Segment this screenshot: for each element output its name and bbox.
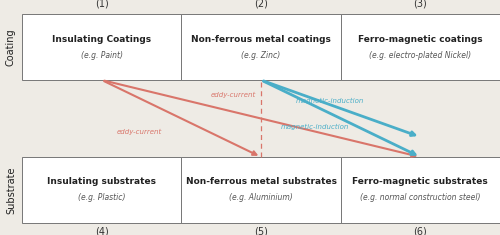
Text: (4): (4) [95, 227, 108, 235]
Text: (3): (3) [414, 0, 427, 8]
Bar [340, 157, 500, 223]
Text: (e.g. Zinc): (e.g. Zinc) [242, 51, 281, 59]
Text: Non-ferrous metal coatings: Non-ferrous metal coatings [191, 35, 331, 43]
Bar [182, 157, 340, 223]
Text: (e.g. normal construction steel): (e.g. normal construction steel) [360, 193, 480, 203]
Text: Coating: Coating [6, 28, 16, 66]
Text: Ferro-magnetic coatings: Ferro-magnetic coatings [358, 35, 482, 43]
Text: magnetic-induction: magnetic-induction [296, 98, 364, 104]
Text: Insulating substrates: Insulating substrates [47, 177, 156, 187]
Text: Ferro-magnetic substrates: Ferro-magnetic substrates [352, 177, 488, 187]
Text: (e.g. Aluminium): (e.g. Aluminium) [229, 193, 293, 203]
Text: eddy-current: eddy-current [211, 92, 256, 98]
Bar [340, 14, 500, 80]
Bar [22, 14, 182, 80]
Text: (2): (2) [254, 0, 268, 8]
Text: (e.g. Paint): (e.g. Paint) [80, 51, 122, 59]
Text: eddy-current: eddy-current [116, 129, 162, 135]
Text: (1): (1) [95, 0, 108, 8]
Bar [182, 14, 340, 80]
Text: magnetic-induction: magnetic-induction [281, 123, 349, 129]
Text: Insulating Coatings: Insulating Coatings [52, 35, 151, 43]
Bar [22, 157, 182, 223]
Text: Substrate: Substrate [6, 166, 16, 214]
Text: Non-ferrous metal substrates: Non-ferrous metal substrates [186, 177, 336, 187]
Text: (5): (5) [254, 227, 268, 235]
Text: (e.g. Plastic): (e.g. Plastic) [78, 193, 126, 203]
Text: (6): (6) [414, 227, 427, 235]
Text: (e.g. electro-plated Nickel): (e.g. electro-plated Nickel) [370, 51, 472, 59]
